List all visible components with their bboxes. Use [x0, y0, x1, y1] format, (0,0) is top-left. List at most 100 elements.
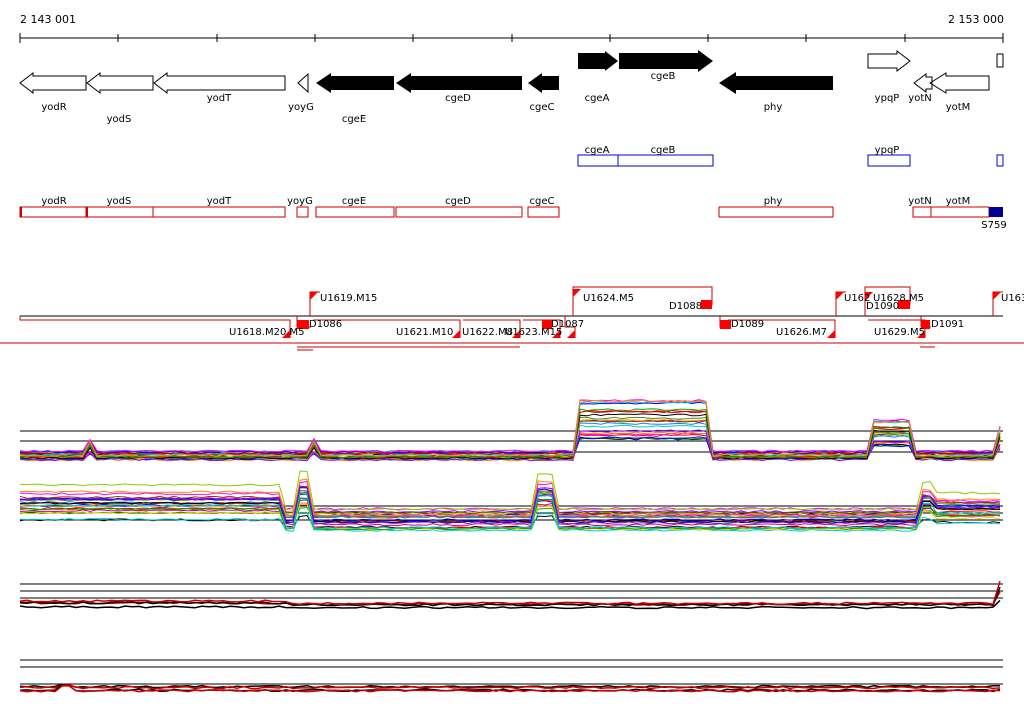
- annotation-yodT[interactable]: [152, 206, 286, 218]
- expression-panel-4: [19, 659, 1003, 693]
- expression-trace: [19, 683, 1000, 689]
- expression-trace: [19, 470, 1001, 511]
- annotation-yoyG[interactable]: [296, 206, 309, 218]
- gene-arrow-yodT[interactable]: [153, 71, 286, 95]
- gene-arrow-cgeA[interactable]: [578, 51, 618, 71]
- expression-trace: [19, 485, 1000, 525]
- expression-panel-1: [19, 399, 1003, 462]
- end-coordinate: 2 153 000: [948, 13, 1004, 26]
- expression-panel-3: [19, 580, 1003, 610]
- annotation-yotN[interactable]: [912, 206, 932, 218]
- transcription-unit-track: U1619.M15 U1624.M5 D1088 U162 U1628.M5 D…: [0, 286, 1024, 351]
- expression-trace: [19, 400, 1001, 457]
- expression-trace: [19, 410, 1001, 455]
- annotation-label: cgeE: [342, 196, 366, 207]
- region-label: D1090: [866, 301, 899, 312]
- region-label: U1626.M7: [776, 327, 827, 338]
- gene-arrow-cgeE[interactable]: [316, 73, 394, 93]
- region-flag[interactable]: [917, 330, 925, 338]
- region-label: D1091: [931, 319, 964, 330]
- region-label: U1619.M15: [320, 293, 377, 304]
- expression-trace: [19, 685, 1001, 693]
- annotation-cgeC[interactable]: [527, 206, 560, 218]
- gene-arrow-cgeB[interactable]: [619, 50, 713, 72]
- annotation-label: yodT: [207, 196, 232, 207]
- gene-arrow-yotM[interactable]: [929, 72, 990, 94]
- expression-trace: [19, 599, 1001, 610]
- region-flag[interactable]: [310, 292, 318, 300]
- expression-trace: [19, 419, 1001, 456]
- annotation-cgeA[interactable]: [577, 154, 619, 167]
- expression-trace: [19, 491, 1001, 515]
- region-label: U162: [844, 293, 870, 304]
- region-label: U1624.M5: [583, 293, 634, 304]
- annotation-small[interactable]: [996, 154, 1004, 167]
- region-flag[interactable]: [993, 292, 1001, 300]
- region-marker[interactable]: [297, 320, 309, 329]
- sigma-site-box[interactable]: [989, 207, 1003, 217]
- expression-trace: [19, 489, 1001, 519]
- region-label: U1618.M20.M5: [229, 327, 304, 338]
- annotation-phy[interactable]: [718, 206, 834, 218]
- annotation-label: yodS: [107, 196, 132, 207]
- gene-label: yodR: [41, 102, 66, 113]
- region-marker[interactable]: [701, 300, 712, 309]
- annotation-label: phy: [764, 196, 783, 207]
- region-label: U1629.M5: [874, 327, 925, 338]
- gene-arrow-yotN[interactable]: [913, 73, 933, 93]
- gene-arrow-yodS[interactable]: [86, 71, 154, 95]
- gene-arrow-phy[interactable]: [719, 72, 833, 94]
- annotation-yotM[interactable]: [930, 206, 990, 218]
- red-annotation-track: yodR yodS yodT yoyG cgeE cgeD cgeC phy y…: [19, 196, 1007, 231]
- expression-trace: [19, 424, 1001, 453]
- gene-track: cgeA cgeB ypqP yodR yodS yodT yoyG cgeE …: [19, 49, 1004, 125]
- region-label: D1086: [309, 319, 342, 330]
- gene-box-small[interactable]: [996, 53, 1004, 68]
- region-flag[interactable]: [573, 289, 581, 297]
- region-label: U1623.M15: [505, 327, 562, 338]
- gene-arrow-ypqP[interactable]: [867, 49, 911, 73]
- annotation-label: cgeB: [651, 145, 676, 156]
- region-flag[interactable]: [552, 330, 560, 338]
- annotation-label: ypqP: [875, 145, 900, 156]
- annotation-cgeE[interactable]: [315, 206, 395, 218]
- gene-label: phy: [764, 102, 783, 113]
- annotation-cgeD[interactable]: [395, 206, 523, 218]
- gene-arrow-yodR[interactable]: [19, 71, 87, 95]
- region-flag[interactable]: [452, 330, 460, 338]
- start-coordinate: 2 143 001: [20, 13, 76, 26]
- gene-arrow-cgeD[interactable]: [396, 73, 522, 93]
- expression-trace: [19, 502, 1001, 527]
- gene-arrow-cgeC[interactable]: [528, 73, 559, 93]
- region-flag[interactable]: [836, 292, 844, 300]
- region-flag[interactable]: [282, 330, 290, 338]
- region-flag[interactable]: [865, 292, 873, 300]
- expression-trace: [19, 492, 1001, 530]
- region-flag[interactable]: [827, 330, 835, 338]
- annotation-label: yodR: [41, 196, 66, 207]
- annotation-cgeB[interactable]: [617, 154, 714, 167]
- annotation-label: yotM: [946, 196, 971, 207]
- blue-annotation-track: cgeA cgeB ypqP: [577, 145, 1004, 167]
- region-flag[interactable]: [567, 330, 575, 338]
- expression-trace: [19, 408, 1001, 459]
- annotation-yodR[interactable]: [19, 206, 87, 218]
- expression-trace: [19, 399, 1001, 457]
- gene-label: yodS: [107, 114, 132, 125]
- expression-trace: [19, 580, 1001, 606]
- gene-label: yotN: [908, 93, 931, 104]
- region-marker[interactable]: [720, 320, 731, 329]
- annotation-label: cgeA: [585, 145, 610, 156]
- annotation-label: yotN: [908, 196, 931, 207]
- region-label: U1621.M10: [396, 327, 453, 338]
- gene-arrow-yoyG[interactable]: [297, 72, 309, 94]
- annotation-yodS[interactable]: [85, 206, 154, 218]
- region-marker[interactable]: [542, 320, 552, 329]
- region-marker[interactable]: [898, 300, 910, 309]
- region-marker[interactable]: [921, 320, 930, 329]
- sigma-site-label: S759: [981, 220, 1006, 231]
- expression-panel-2: [19, 470, 1003, 532]
- annotation-ypqP[interactable]: [867, 154, 911, 167]
- region-flag[interactable]: [512, 330, 520, 338]
